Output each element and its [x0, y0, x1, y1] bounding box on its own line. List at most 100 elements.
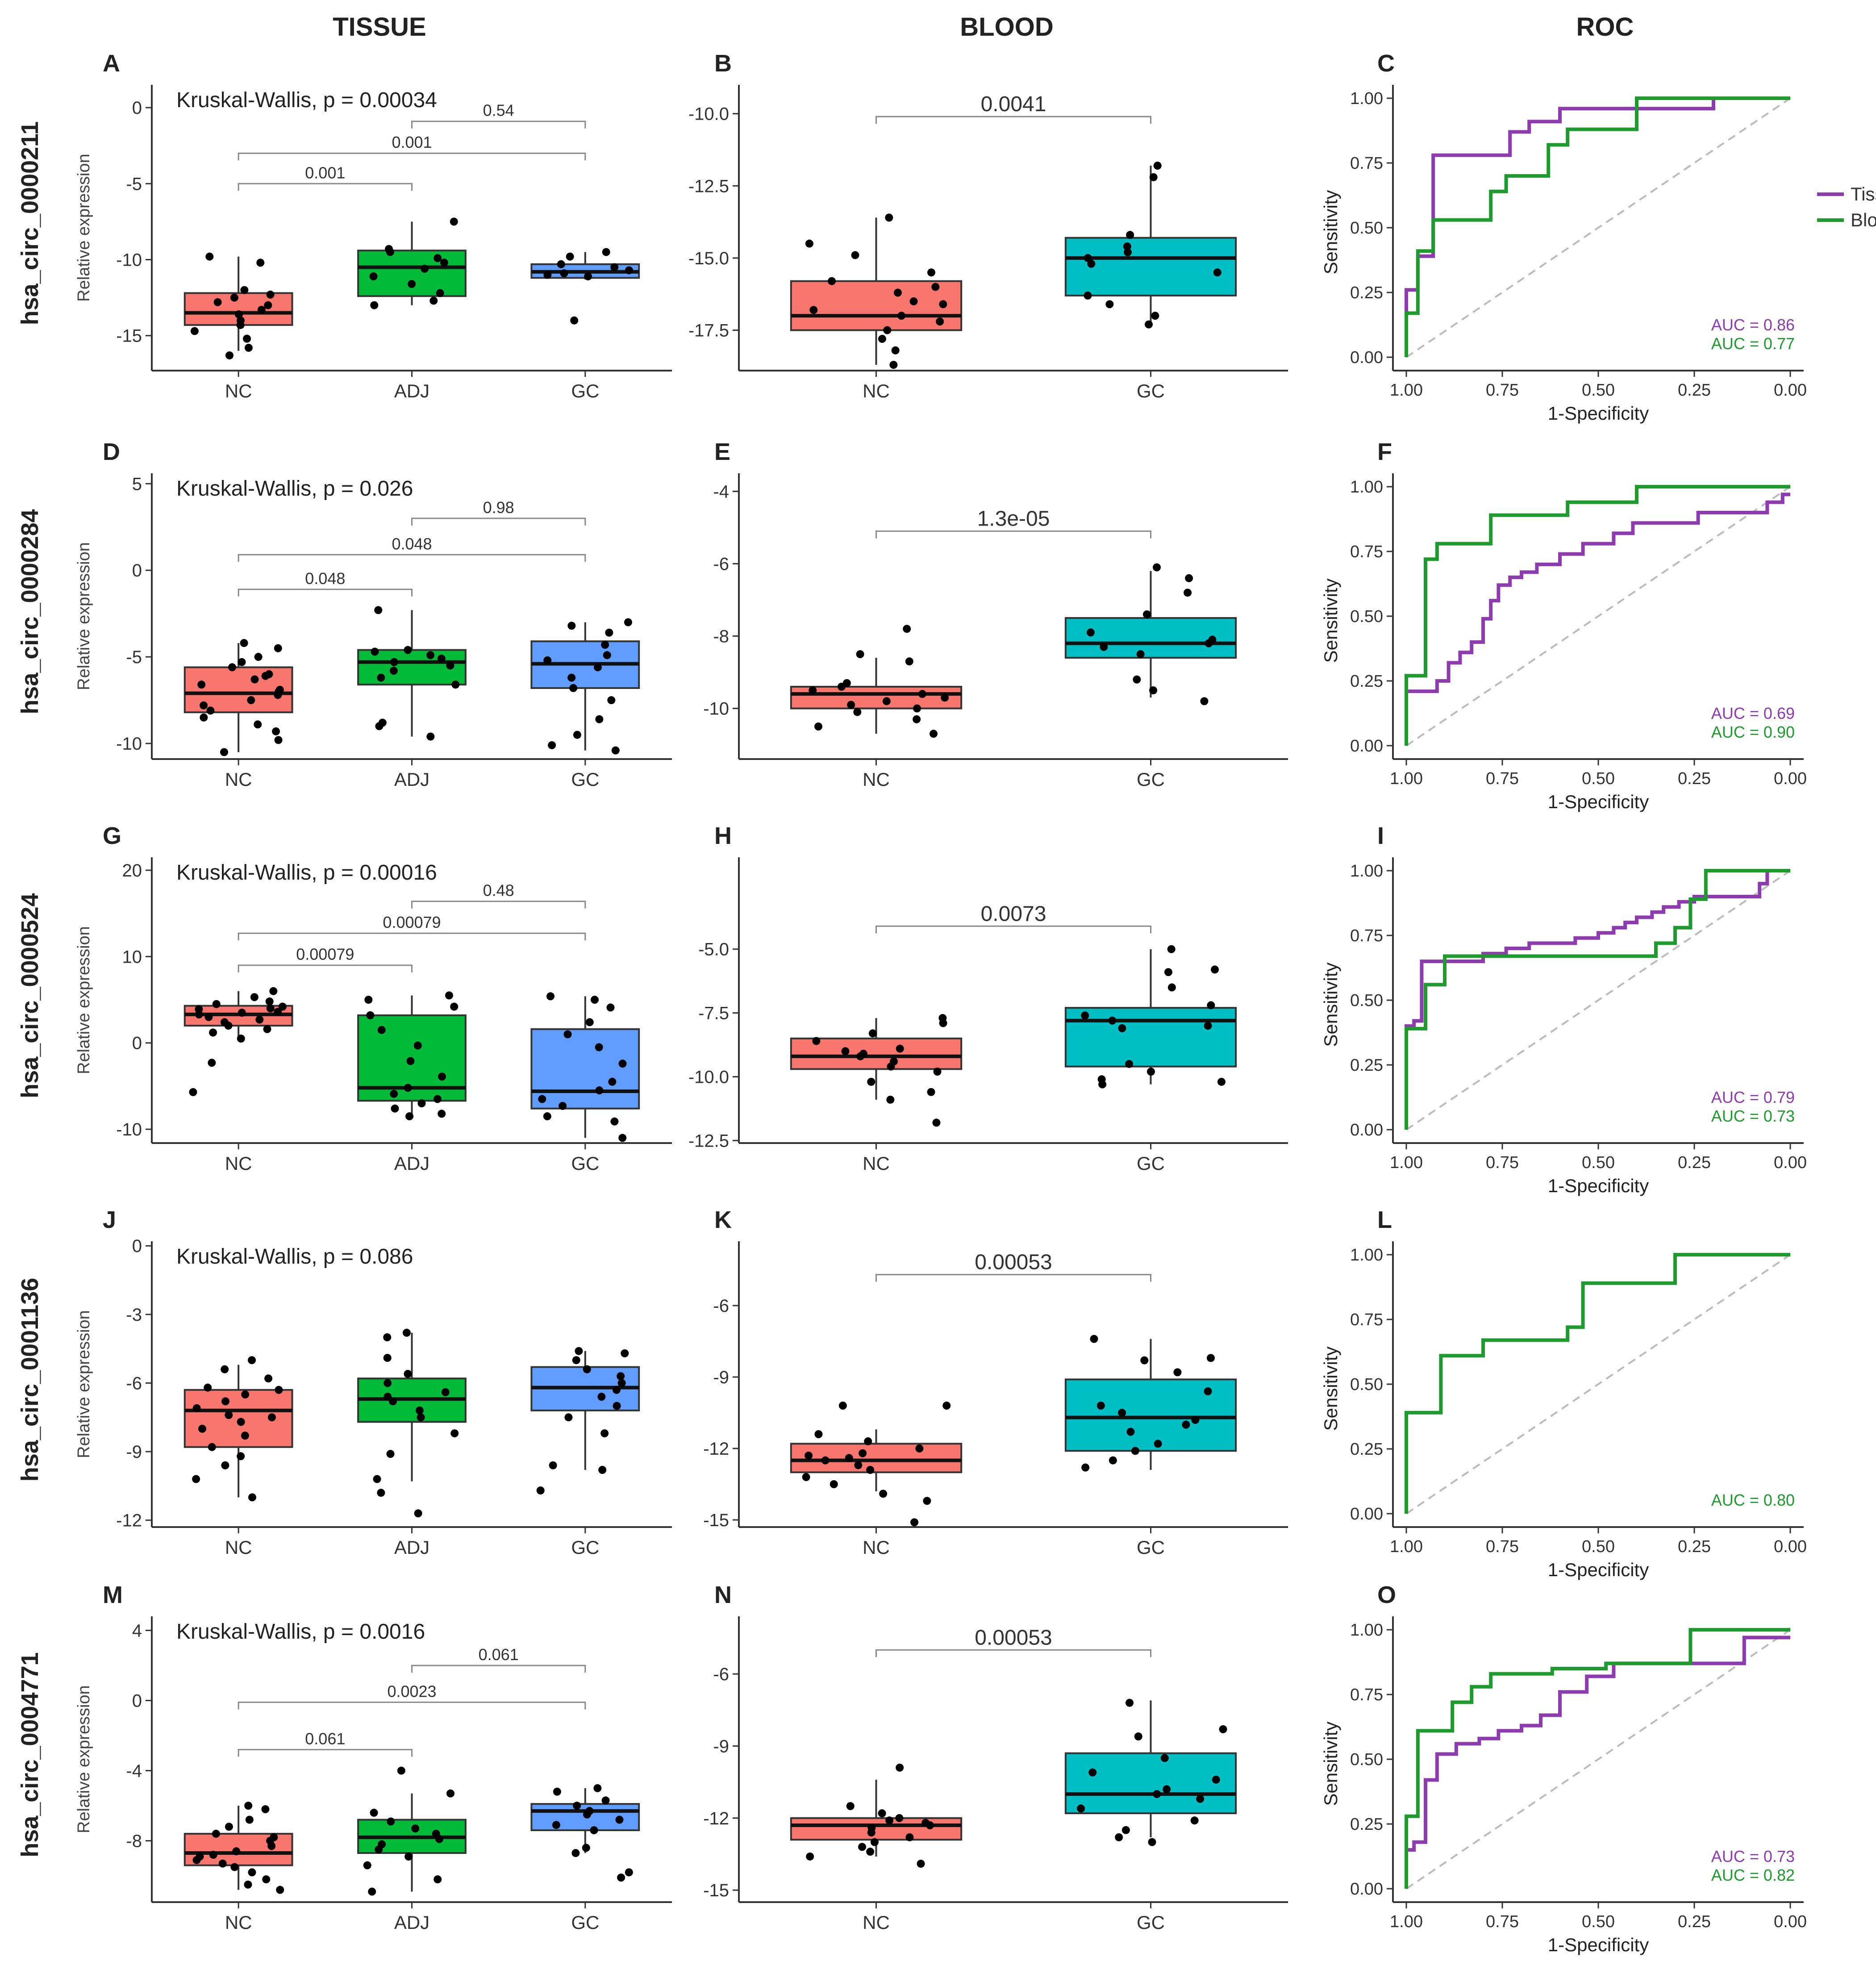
data-point — [417, 1099, 426, 1108]
panel-A: A 0 -5 -10 -15 NC ADJ GC Relative expression Krus… — [75, 50, 672, 401]
data-point — [213, 298, 222, 306]
data-point — [440, 259, 448, 267]
data-point — [806, 1852, 814, 1861]
y-tick-label: -12.5 — [688, 176, 729, 196]
data-point — [854, 1461, 863, 1469]
data-point — [244, 1880, 252, 1889]
x-tick-label: 0.75 — [1486, 1153, 1519, 1172]
significance-bracket — [411, 518, 586, 526]
data-point — [917, 1859, 925, 1868]
data-point — [1118, 1024, 1126, 1032]
box-gc — [1064, 1752, 1237, 1815]
x-tick-label: 0.25 — [1678, 769, 1711, 788]
x-tick-label: 1.00 — [1390, 1537, 1423, 1556]
data-point — [601, 1796, 610, 1805]
data-point — [837, 682, 846, 691]
data-point — [446, 1789, 454, 1798]
chart-title: Kruskal-Wallis, p = 0.0016 — [176, 1620, 425, 1644]
data-point — [557, 260, 565, 268]
data-point — [1098, 1080, 1107, 1089]
data-point — [617, 1372, 625, 1381]
x-tick-label: GC — [571, 1153, 599, 1174]
panel-letter: C — [1377, 50, 1395, 77]
data-point — [272, 727, 280, 735]
data-point — [905, 657, 913, 666]
data-point — [870, 1838, 879, 1846]
data-point — [569, 684, 578, 692]
significance-bracket — [238, 554, 586, 562]
y-axis-label: Sensitivity — [1320, 962, 1341, 1047]
row-label: hsa_circ_0001136 — [17, 1278, 43, 1482]
data-point — [208, 1059, 216, 1067]
data-point — [375, 1845, 383, 1854]
auc-label: AUC = 0.79 — [1711, 1088, 1795, 1106]
data-point — [546, 992, 554, 1001]
column-header: ROC — [1576, 13, 1634, 42]
data-point — [814, 722, 823, 731]
data-point — [275, 1386, 283, 1394]
roc-curve-blood — [1405, 869, 1790, 1130]
data-point — [858, 1843, 867, 1851]
chart-title: Kruskal-Wallis, p = 0.086 — [176, 1245, 413, 1269]
x-tick-label: 1.00 — [1390, 1912, 1423, 1931]
data-point — [809, 306, 818, 314]
data-point — [821, 1456, 830, 1465]
data-point — [867, 1077, 875, 1086]
data-point — [274, 1008, 282, 1016]
x-tick-label: NC — [863, 769, 890, 790]
data-point — [828, 277, 836, 285]
data-point — [1191, 1416, 1200, 1424]
x-tick-label: NC — [863, 1537, 890, 1558]
x-tick-label: GC — [571, 1537, 599, 1558]
data-point — [927, 268, 936, 277]
data-point — [608, 1077, 617, 1086]
data-point — [926, 1821, 934, 1829]
data-point — [386, 1450, 395, 1458]
roc-curve-blood — [1405, 1628, 1790, 1889]
data-point — [197, 680, 206, 689]
data-point — [426, 651, 435, 659]
data-point — [375, 722, 384, 730]
row-label: hsa_circ_0000524 — [17, 893, 43, 1098]
data-point — [266, 290, 275, 299]
data-point — [570, 316, 579, 325]
data-point — [931, 283, 940, 291]
data-point — [274, 736, 283, 744]
data-point — [903, 625, 911, 633]
data-point — [1126, 1699, 1134, 1707]
data-point — [878, 334, 886, 343]
x-tick-label: GC — [1137, 1537, 1165, 1558]
x-tick-label: GC — [571, 380, 599, 401]
data-point — [377, 673, 385, 682]
panel-letter: K — [714, 1206, 732, 1233]
x-tick-label: GC — [1137, 1153, 1165, 1174]
data-point — [1126, 1427, 1135, 1436]
data-point — [548, 741, 556, 749]
data-point — [240, 286, 249, 294]
data-point — [846, 1802, 855, 1810]
panel-letter: E — [714, 438, 730, 465]
y-tick-label: 0.00 — [1350, 737, 1383, 755]
y-tick-label: 0 — [132, 1691, 142, 1711]
data-point — [909, 297, 918, 305]
x-tick-label: NC — [225, 1912, 252, 1933]
data-point — [254, 720, 262, 729]
significance-bracket — [411, 1665, 586, 1673]
data-point — [895, 1814, 904, 1822]
data-point — [383, 1354, 392, 1362]
auc-label: AUC = 0.77 — [1711, 334, 1795, 353]
data-point — [264, 301, 272, 309]
data-point — [267, 1842, 276, 1850]
significance-bracket — [238, 588, 413, 597]
data-point — [257, 305, 266, 314]
y-tick-label: -15 — [116, 326, 142, 346]
data-point — [942, 1402, 951, 1410]
data-point — [190, 327, 199, 335]
significance-bracket — [875, 925, 1151, 934]
data-point — [244, 1802, 253, 1810]
data-point — [238, 1009, 246, 1017]
data-point — [426, 732, 435, 741]
data-point — [553, 1787, 561, 1796]
y-tick-label: 1.00 — [1350, 89, 1383, 108]
data-point — [406, 1057, 415, 1065]
